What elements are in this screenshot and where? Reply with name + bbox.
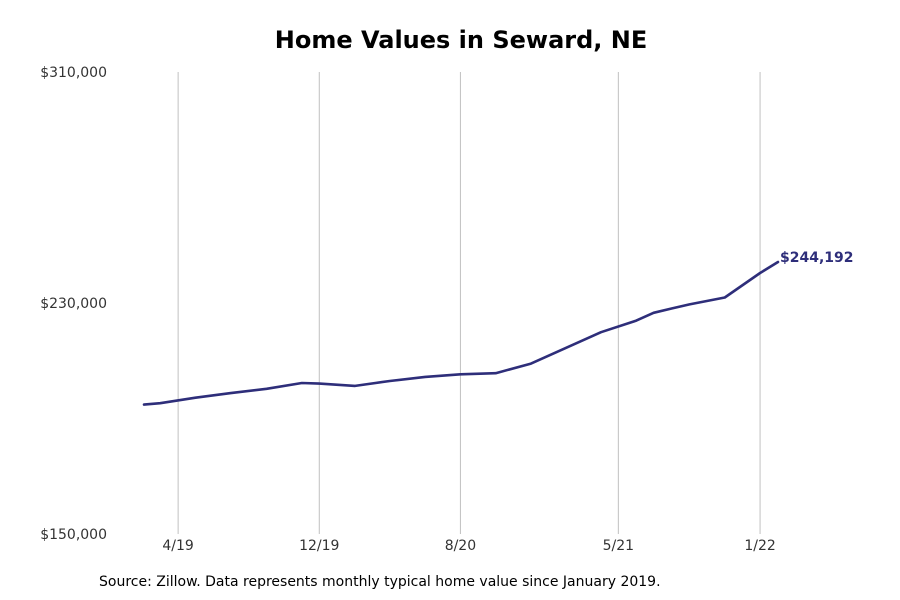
series-layer	[142, 260, 780, 406]
grid-lines	[177, 72, 761, 534]
y-tick-label-0: $150,000	[40, 527, 107, 543]
x-tick-label-0: 4/19	[162, 538, 193, 554]
y-tick-label-1: $230,000	[40, 296, 107, 312]
y-axis-ticks: $150,000 $230,000 $310,000	[40, 65, 107, 543]
x-tick-label-3: 5/21	[603, 538, 634, 554]
series-line-0	[142, 260, 780, 406]
source-note: Source: Zillow. Data represents monthly …	[99, 574, 661, 590]
x-tick-label-1: 12/19	[299, 538, 339, 554]
x-axis-ticks: 4/19 12/19 8/20 5/21 1/22	[162, 538, 775, 554]
chart-title: Home Values in Seward, NE	[274, 26, 648, 54]
y-tick-label-2: $310,000	[40, 65, 107, 81]
x-tick-label-2: 8/20	[445, 538, 476, 554]
x-tick-label-4: 1/22	[744, 538, 775, 554]
end-value-label: $244,192	[780, 250, 854, 266]
